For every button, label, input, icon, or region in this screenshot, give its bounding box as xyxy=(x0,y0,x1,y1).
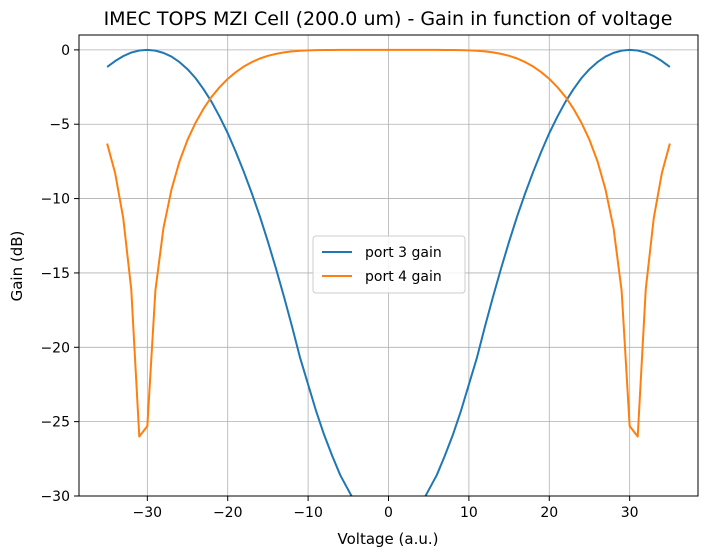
x-tick-label: 30 xyxy=(621,505,639,521)
chart-title: IMEC TOPS MZI Cell (200.0 um) - Gain in … xyxy=(104,8,673,30)
series-layer xyxy=(106,48,671,496)
legend-label-port-3: port 3 gain xyxy=(365,245,442,261)
x-axis-label: Voltage (a.u.) xyxy=(338,530,439,548)
y-axis-label: Gain (dB) xyxy=(8,231,26,302)
legend-label-port-4: port 4 gain xyxy=(365,269,442,285)
legend: port 3 gain port 4 gain xyxy=(312,235,466,294)
x-tick-label: 10 xyxy=(460,505,478,521)
x-tick-label: −10 xyxy=(293,505,323,521)
y-tick-label: −30 xyxy=(40,489,70,505)
series-line-port-3-gain xyxy=(106,48,671,496)
y-tick-label: −5 xyxy=(49,117,70,133)
y-tick-label: −25 xyxy=(40,415,70,431)
legend-box xyxy=(312,235,466,294)
ticks: −30 −20 −10 0 10 20 30 0 −5 −10 −15 −20 −25 −30 xyxy=(40,43,638,521)
y-tick-label: −15 xyxy=(40,266,70,282)
x-tick-label: 0 xyxy=(384,505,393,521)
x-tick-label: −30 xyxy=(133,505,163,521)
x-tick-label: −20 xyxy=(213,505,243,521)
series-line-port-4-gain xyxy=(106,48,671,438)
y-tick-label: −20 xyxy=(40,340,70,356)
y-tick-label: 0 xyxy=(61,43,70,59)
x-tick-label: 20 xyxy=(540,505,558,521)
y-tick-label: −10 xyxy=(40,192,70,208)
